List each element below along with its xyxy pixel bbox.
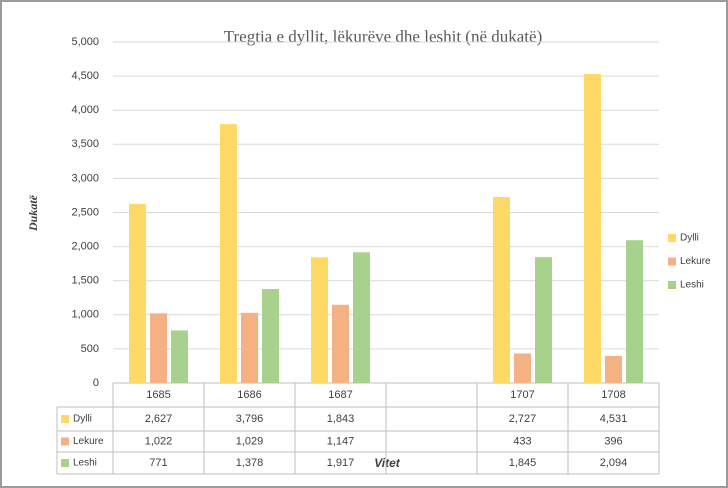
bar [241,312,258,383]
legend-label: Leshi [680,280,704,291]
bar [535,257,552,383]
table-value: 1,843 [327,413,355,425]
bar [514,353,531,383]
bar [493,197,510,383]
table-value: 2,094 [600,457,628,469]
table-value: 2,727 [509,413,537,425]
y-tick-label: 5,000 [71,36,99,48]
x-axis-label: Vitet [374,456,401,470]
y-axis-label: Dukatë [26,194,40,232]
y-tick-label: 1,000 [71,309,99,321]
table-series-name: Leshi [73,458,97,469]
chart-title: Tregtia e dyllit, lëkurëve dhe leshit (n… [224,27,543,46]
bar [605,355,622,383]
bar [353,252,370,383]
table-series-name: Lekure [73,436,104,447]
y-tick-label: 3,000 [71,172,99,184]
legend-label: Lekure [680,256,711,267]
table-value: 771 [149,457,167,469]
legend-key [668,257,676,266]
table-legend-key [61,415,69,423]
y-tick-label: 4,000 [71,104,99,116]
table-value: 1,917 [327,457,355,469]
table-series-name: Dylli [73,414,92,425]
table-legend-key [61,437,69,446]
bar [332,304,349,383]
x-tick-label: 1685 [146,389,170,401]
legend-key [668,281,676,289]
bar [584,73,601,383]
table-value: 2,627 [145,413,173,425]
table-value: 1,029 [236,435,264,447]
bar [262,289,279,383]
bar [311,257,328,383]
table-legend-key [61,459,69,467]
y-tick-label: 4,500 [71,70,99,82]
table-value: 3,796 [236,413,264,425]
y-tick-label: 500 [81,343,99,355]
table-value: 1,845 [509,457,537,469]
table-value: 1,147 [327,435,355,447]
y-tick-label: 3,500 [71,138,99,150]
bar [129,203,146,383]
bar [220,124,237,384]
x-tick-label: 1707 [510,389,534,401]
bar [171,330,188,383]
legend-key [668,234,676,242]
legend-label: Dylli [680,233,699,244]
table-value: 4,531 [600,413,628,425]
x-tick-label: 1686 [237,389,261,401]
table-value: 396 [604,435,622,447]
y-tick-label: 0 [93,377,99,389]
x-tick-label: 1687 [328,389,352,401]
y-tick-label: 2,000 [71,241,99,253]
table-value: 1,022 [145,435,173,447]
y-tick-label: 1,500 [71,275,99,287]
table-value: 433 [513,435,531,447]
x-tick-label: 1708 [601,389,625,401]
bar [150,313,167,383]
y-tick-label: 2,500 [71,206,99,218]
table-value: 1,378 [236,457,264,469]
bar [626,240,643,383]
